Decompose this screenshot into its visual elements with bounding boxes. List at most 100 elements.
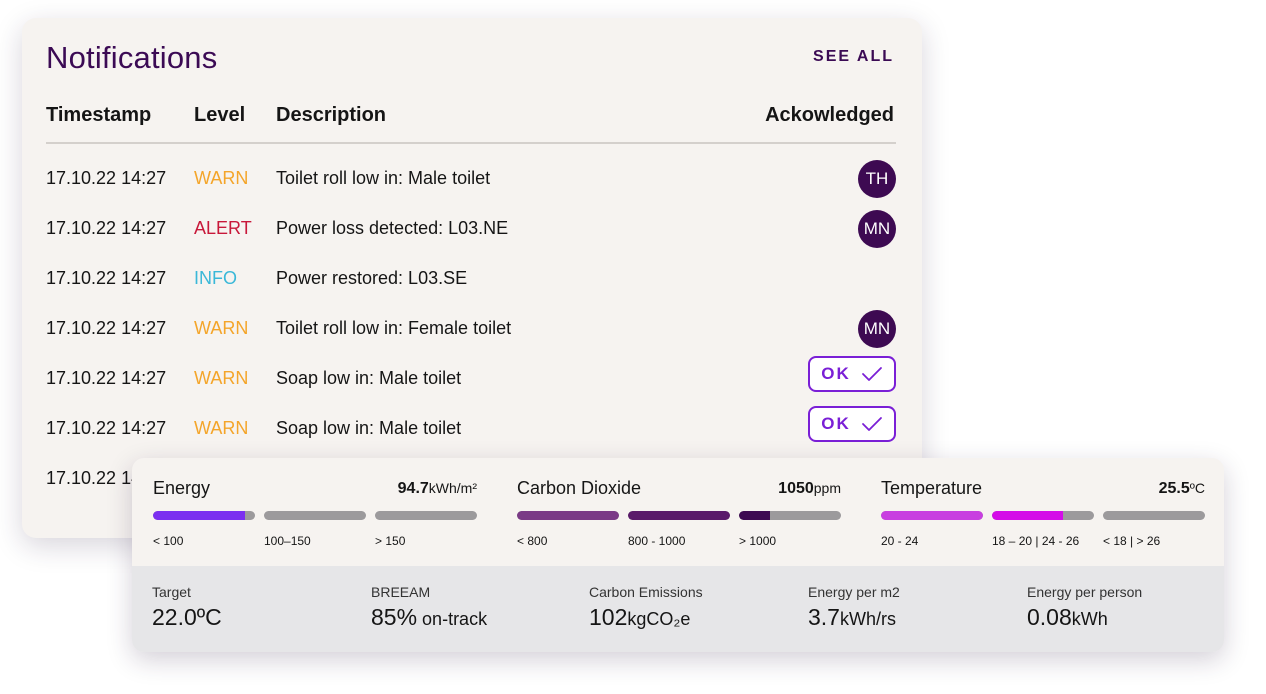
- timestamp-cell: 17.10.22 14:27: [46, 368, 167, 388]
- stat-energy-per-person: Energy per person 0.08kWh: [1027, 584, 1142, 631]
- stats-bar: Target 22.0ºC BREEAM 85% on-track Carbon Emi…: [132, 566, 1224, 652]
- metric-value-number: 1050: [778, 480, 814, 497]
- stat-label: Energy per m2: [808, 584, 900, 600]
- stat-value-number: 22.0ºC: [152, 604, 222, 630]
- column-header-level[interactable]: Level: [194, 104, 246, 126]
- timestamp-cell: 17.10.22 14:27: [46, 418, 167, 438]
- stat-breeam: BREEAM 85% on-track: [371, 584, 487, 631]
- stat-value: 0.08kWh: [1027, 604, 1142, 631]
- acknowledge-ok-button[interactable]: OK: [808, 356, 896, 392]
- level-badge: WARN: [194, 318, 249, 338]
- stat-value: 3.7kWh/rs: [808, 604, 900, 631]
- level-badge: INFO: [194, 268, 237, 288]
- metric-name: Temperature: [881, 478, 983, 498]
- stat-target: Target 22.0ºC: [152, 584, 222, 631]
- check-icon: [861, 366, 883, 382]
- range-bar: [739, 511, 841, 520]
- stat-value-number: 102: [589, 604, 628, 630]
- range-label: > 150: [375, 534, 406, 548]
- range-bar: [153, 511, 255, 520]
- notification-row[interactable]: 17.10.22 14: [22, 456, 922, 502]
- range-bar: [628, 511, 730, 520]
- range-bar: [881, 511, 983, 520]
- notification-row[interactable]: 17.10.22 14:27 ALERT Power loss detected: …: [22, 206, 922, 252]
- timestamp-cell: 17.10.22 14:27: [46, 318, 167, 338]
- header-divider: [46, 142, 896, 144]
- stat-value: 22.0ºC: [152, 604, 222, 631]
- description-cell: Power loss detected: L03.NE: [276, 218, 509, 238]
- metrics-card: Energy 94.7kWh/m² < 100 100–150 > 150 Carbon …: [132, 458, 1224, 652]
- metric-carbon-dioxide: Carbon Dioxide 1050ppm < 800 800 - 1000 > 10…: [517, 478, 841, 578]
- stat-energy-per-m2: Energy per m2 3.7kWh/rs: [808, 584, 900, 631]
- column-header-acknowledged[interactable]: Ackowledged: [765, 104, 894, 126]
- range-label: < 18 | > 26: [1103, 534, 1161, 548]
- acknowledge-ok-button[interactable]: OK: [808, 406, 896, 442]
- acknowledged-avatar: TH: [858, 160, 896, 198]
- level-badge: WARN: [194, 168, 249, 188]
- level-badge: WARN: [194, 368, 249, 388]
- metric-value-number: 25.5: [1158, 480, 1190, 497]
- range-bar-fill: [517, 511, 619, 520]
- description-cell: Soap low in: Male toilet: [276, 418, 462, 438]
- stat-label: Energy per person: [1027, 584, 1143, 600]
- range-label: 100–150: [264, 534, 311, 548]
- range-label: < 800: [517, 534, 548, 548]
- stat-value-unit: kWh: [1071, 609, 1108, 629]
- metric-name: Carbon Dioxide: [517, 478, 642, 498]
- range-bar-fill: [628, 511, 730, 520]
- stat-label: BREEAM: [371, 584, 431, 600]
- notification-row[interactable]: 17.10.22 14:27 WARN Toilet roll low in: Ma…: [22, 156, 922, 202]
- stat-label: Target: [152, 584, 191, 600]
- column-header-description[interactable]: Description: [276, 104, 387, 126]
- metric-value: 94.7kWh/m²: [398, 480, 477, 498]
- description-cell: Toilet roll low in: Male toilet: [276, 168, 491, 188]
- range-label: 20 - 24: [881, 534, 919, 548]
- level-badge: WARN: [194, 418, 249, 438]
- range-label: 800 - 1000: [628, 534, 686, 548]
- metric-value-unit: ppm: [813, 480, 841, 496]
- metric-value: 1050ppm: [778, 480, 841, 498]
- stat-value-number: 85%: [371, 604, 418, 630]
- acknowledged-avatar: MN: [858, 310, 896, 348]
- timestamp-cell: 17.10.22 14:27: [46, 268, 167, 288]
- metric-value: 25.5ºC: [1159, 480, 1205, 498]
- range-label: > 1000: [739, 534, 777, 548]
- ok-button-label: OK: [821, 364, 851, 383]
- see-all-link[interactable]: SEE ALL: [813, 48, 894, 65]
- notifications-title: Notifications: [46, 40, 218, 75]
- column-header-timestamp[interactable]: Timestamp: [46, 104, 152, 126]
- range-label: 18 – 20 | 24 - 26: [992, 534, 1080, 548]
- notification-row[interactable]: 17.10.22 14:27 WARN Soap low in: Male toil…: [22, 356, 922, 402]
- range-bar-fill: [153, 511, 245, 520]
- stat-value: 85% on-track: [371, 604, 487, 631]
- metric-energy: Energy 94.7kWh/m² < 100 100–150 > 150: [153, 478, 477, 578]
- acknowledged-avatar: MN: [858, 210, 896, 248]
- range-label: < 100: [153, 534, 184, 548]
- notifications-card: Notifications SEE ALL Timestamp Level De…: [22, 18, 922, 538]
- check-icon: [861, 416, 883, 432]
- stat-value-unit: kgCO₂e: [627, 609, 691, 629]
- stat-value-number: 0.08: [1027, 604, 1072, 630]
- stat-carbon-emissions: Carbon Emissions 102kgCO₂e: [589, 584, 703, 631]
- stat-value-number: 3.7: [808, 604, 840, 630]
- range-bar-fill: [739, 511, 770, 520]
- stat-value-unit: kWh/rs: [839, 609, 896, 629]
- range-bar: [517, 511, 619, 520]
- description-cell: Toilet roll low in: Female toilet: [276, 318, 512, 338]
- level-badge: ALERT: [194, 218, 252, 238]
- timestamp-cell: 17.10.22 14:27: [46, 168, 167, 188]
- notification-row[interactable]: 17.10.22 14:27 WARN Soap low in: Male toil…: [22, 406, 922, 452]
- range-bar-fill: [992, 511, 1064, 520]
- metric-value-unit: kWh/m²: [428, 480, 477, 496]
- stat-label: Carbon Emissions: [589, 584, 703, 600]
- description-cell: Soap low in: Male toilet: [276, 368, 462, 388]
- ok-button-label: OK: [821, 414, 851, 433]
- metric-value-number: 94.7: [397, 480, 429, 497]
- range-bar: [375, 511, 477, 520]
- range-bar: [992, 511, 1094, 520]
- notification-row[interactable]: 17.10.22 14:27 INFO Power restored: L03.SE: [22, 256, 922, 302]
- metric-name: Energy: [153, 478, 211, 498]
- notification-row[interactable]: 17.10.22 14:27 WARN Toilet roll low in: Fe…: [22, 306, 922, 352]
- metric-value-unit: ºC: [1189, 480, 1205, 496]
- stat-value-unit: on-track: [417, 609, 488, 629]
